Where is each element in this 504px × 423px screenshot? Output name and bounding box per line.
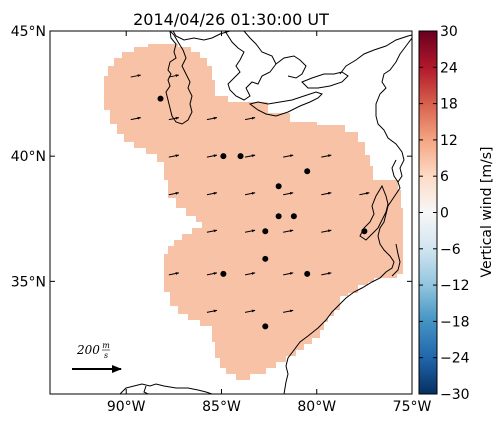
chesapeake-bay [359, 184, 389, 241]
y-tick-label: 45°N [11, 24, 46, 40]
colorbar-label: Vertical wind [m/s] [479, 147, 495, 278]
wind-vector [244, 309, 256, 313]
wind-vector [359, 191, 370, 196]
y-axis: 45°N 40°N 35°N [11, 24, 412, 290]
colorbar-tick-label: −30 [440, 387, 470, 403]
radar-station [262, 255, 269, 262]
wind-vector [206, 154, 218, 158]
wind-vector [321, 229, 332, 233]
lake-ontario [301, 71, 349, 89]
radar-station [304, 168, 311, 175]
wind-vector [206, 229, 218, 233]
colorbar-tick-label: −24 [440, 351, 470, 367]
wind-vector [244, 229, 256, 233]
radar-station [304, 270, 311, 277]
colorbar-tick-label: 24 [440, 60, 458, 76]
delaware-bay [391, 159, 399, 183]
mobile-bay [143, 385, 149, 394]
lake-erie [248, 91, 323, 117]
coverage-area [104, 44, 403, 380]
radar-station [237, 153, 244, 160]
wind-vector [168, 116, 180, 121]
colorbar-tick-label: 12 [440, 133, 458, 149]
wind-vector [321, 191, 332, 196]
map-frame [49, 30, 413, 395]
radar-station [275, 213, 282, 220]
wind-vector [206, 309, 218, 313]
st-lawrence [339, 34, 412, 75]
wind-vector [206, 116, 218, 121]
wind-vector [283, 191, 294, 196]
colorbar-tick-label: 0 [440, 206, 449, 222]
colorbar-tick-label: 6 [440, 169, 449, 185]
colorbar-tick-label: −12 [440, 278, 470, 294]
wind-vector [283, 272, 294, 276]
x-axis: 90°W 85°W 80°W 75°W [107, 31, 432, 415]
wind-vector [244, 272, 256, 276]
radar-station [157, 95, 164, 102]
radar-station [275, 183, 282, 190]
chart-title: 2014/04/26 01:30:00 UT [133, 10, 329, 29]
wind-vector [283, 309, 294, 313]
x-tick-label: 80°W [297, 399, 336, 415]
scale-unit-numerator: m [102, 341, 110, 350]
wind-vector [130, 116, 142, 121]
lake-huron [224, 31, 277, 101]
scale-unit-denominator: s [104, 351, 108, 360]
radar-station [262, 323, 269, 330]
coastlines [119, 31, 412, 394]
map-area [104, 31, 412, 394]
radar-station [262, 228, 269, 235]
wind-vector [168, 74, 180, 78]
colorbar-tick-label: 18 [440, 97, 458, 113]
y-tick-label: 40°N [11, 149, 46, 165]
wind-vector [283, 154, 294, 158]
colorbar-tick-label: −18 [440, 314, 470, 330]
wind-vector [321, 272, 332, 276]
radar-station [290, 213, 297, 220]
outer-banks [391, 243, 401, 277]
x-tick-label: 75°W [393, 399, 432, 415]
scale-legend: 200 m s [72, 341, 122, 373]
x-tick-label: 90°W [107, 399, 146, 415]
wind-vector [168, 154, 180, 158]
wind-vector [168, 191, 180, 196]
colorbar: 30 24 18 12 6 0 −6 −12 −18 −24 −30 Vertical wind [… [418, 24, 495, 403]
radar-station [220, 270, 227, 277]
wind-vector [321, 154, 332, 158]
lake-michigan [165, 31, 193, 125]
wind-vector [283, 229, 294, 233]
colorbar-ticks: 30 24 18 12 6 0 −6 −12 −18 −24 −30 [419, 24, 470, 403]
wind-vector [244, 154, 256, 158]
georgian-bay [275, 55, 307, 79]
coverage-region [104, 44, 403, 380]
radar-station [220, 153, 227, 160]
wind-vector [244, 116, 256, 121]
wind-vector [130, 74, 142, 78]
colorbar-tick-label: −6 [440, 242, 461, 258]
wind-vectors [130, 74, 370, 313]
lake-superior-shore [172, 31, 231, 41]
scale-value: 200 [76, 343, 100, 357]
colorbar-tick-label: 30 [440, 24, 458, 40]
radar-station [361, 228, 368, 235]
gulf-coast [119, 383, 213, 394]
radar-stations [157, 95, 368, 330]
wind-vector [244, 191, 256, 196]
wind-vector [206, 191, 218, 196]
y-tick-label: 35°N [11, 274, 46, 290]
wind-vector [206, 272, 218, 276]
atlantic-coast [283, 37, 412, 394]
x-tick-label: 85°W [202, 399, 241, 415]
wind-vector [168, 272, 180, 276]
